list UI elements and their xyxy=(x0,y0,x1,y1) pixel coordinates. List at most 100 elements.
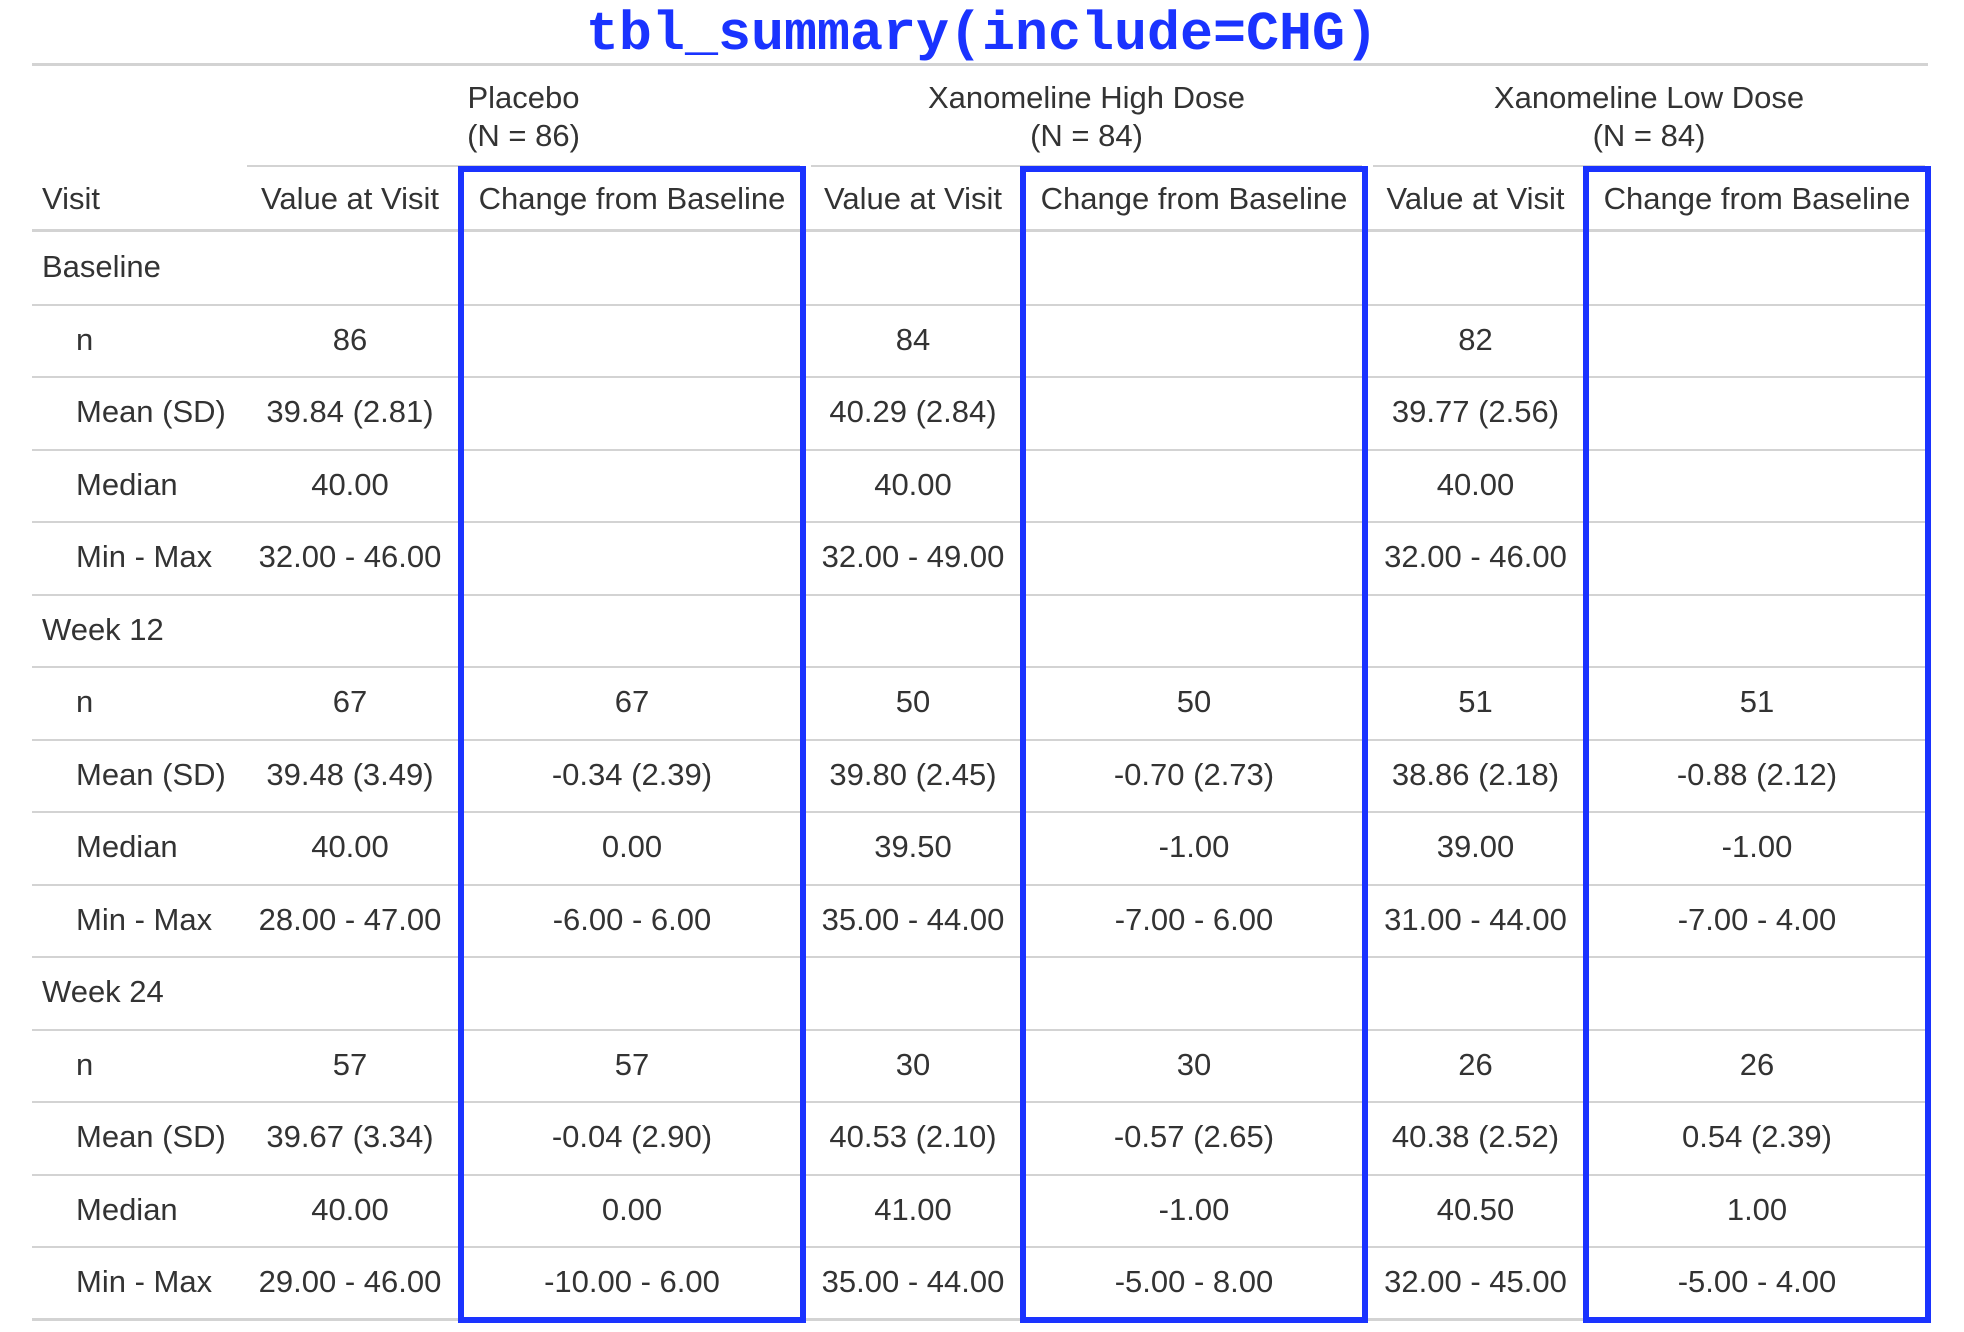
value-at-visit-header: Value at Visit xyxy=(823,181,1003,216)
arm-header-n: (N = 84) xyxy=(1592,118,1706,153)
table-cell: -0.88 (2.12) xyxy=(1676,756,1838,792)
value-at-visit-header: Value at Visit xyxy=(1386,181,1565,216)
statistic-label: Median xyxy=(76,466,178,502)
visit-column-header: Visit xyxy=(42,181,101,216)
arm-header-name: Xanomeline High Dose xyxy=(927,80,1246,115)
top-rule xyxy=(32,63,1928,66)
table-cell: 86 xyxy=(332,321,368,357)
arm-header-n: (N = 84) xyxy=(1030,118,1143,153)
visit-group-label: Week 24 xyxy=(42,974,164,1010)
change-column-highlight-box xyxy=(1583,166,1931,1323)
change-from-baseline-header: Change from Baseline xyxy=(1603,181,1911,216)
table-cell: 39.00 xyxy=(1436,829,1515,865)
statistic-label: Min - Max xyxy=(76,539,213,575)
change-from-baseline-header: Change from Baseline xyxy=(478,181,786,216)
arm-header-name: Placebo xyxy=(467,80,580,115)
row-rule xyxy=(32,448,1928,451)
table-cell: -10.00 - 6.00 xyxy=(544,1264,720,1300)
table-cell: 40.00 xyxy=(311,829,389,865)
header-rule xyxy=(32,229,1928,232)
table-cell: 39.77 (2.56) xyxy=(1391,394,1560,430)
arm-header-name: Xanomeline Low Dose xyxy=(1493,80,1805,115)
table-cell: 41.00 xyxy=(874,1191,952,1227)
statistic-label: n xyxy=(76,684,94,720)
table-cell: 51 xyxy=(1458,684,1493,720)
row-rule xyxy=(32,593,1928,596)
row-rule xyxy=(32,303,1928,306)
table-cell: 30 xyxy=(895,1046,931,1082)
table-cell: 32.00 - 46.00 xyxy=(258,539,442,575)
table-cell: 40.29 (2.84) xyxy=(829,394,997,430)
table-cell: 40.53 (2.10) xyxy=(829,1119,997,1155)
table-cell: 39.84 (2.81) xyxy=(266,394,434,430)
table-cell: 40.38 (2.52) xyxy=(1391,1119,1560,1155)
table-cell: 57 xyxy=(332,1046,368,1082)
table-cell: 84 xyxy=(895,321,931,357)
change-column-highlight-box xyxy=(1020,166,1368,1323)
table-cell: 0.00 xyxy=(601,1191,663,1227)
row-rule xyxy=(32,1101,1928,1103)
statistic-label: Min - Max xyxy=(76,1264,213,1300)
table-cell: 40.50 xyxy=(1436,1191,1515,1227)
table-cell: -7.00 - 4.00 xyxy=(1677,901,1837,937)
table-cell: -0.57 (2.65) xyxy=(1113,1119,1275,1155)
statistic-label: n xyxy=(76,1046,94,1082)
statistic-label: Median xyxy=(76,1191,178,1227)
table-cell: 0.00 xyxy=(601,829,663,865)
table-cell: 40.00 xyxy=(874,466,952,502)
table-cell: 67 xyxy=(332,684,368,720)
row-rule xyxy=(32,811,1928,813)
table-cell: 50 xyxy=(895,684,931,720)
statistic-label: Median xyxy=(76,829,178,865)
arm-header-n: (N = 86) xyxy=(467,118,580,153)
table-cell: -0.34 (2.39) xyxy=(551,756,713,792)
row-rule xyxy=(32,666,1928,668)
table-cell: 32.00 - 49.00 xyxy=(821,539,1005,575)
table-cell: 67 xyxy=(614,684,650,720)
row-rule xyxy=(32,376,1928,378)
table-cell: -5.00 - 4.00 xyxy=(1677,1264,1837,1300)
change-column-highlight-box xyxy=(458,166,806,1323)
table-cell: 39.48 (3.49) xyxy=(266,756,434,792)
table-cell: 32.00 - 46.00 xyxy=(1384,539,1567,575)
table-cell: 35.00 - 44.00 xyxy=(821,901,1005,937)
table-cell: -1.00 xyxy=(1721,829,1793,865)
table-cell: 39.50 xyxy=(874,829,952,865)
table-cell: 26 xyxy=(1458,1046,1493,1082)
row-rule xyxy=(32,1028,1928,1031)
table-title: tbl_summary(include=CHG) xyxy=(585,3,1379,66)
table-cell: -5.00 - 8.00 xyxy=(1114,1264,1274,1300)
table-cell: 57 xyxy=(614,1046,650,1082)
statistic-label: Mean (SD) xyxy=(76,1119,226,1155)
table-cell: 31.00 - 44.00 xyxy=(1384,901,1567,937)
table-cell: 29.00 - 46.00 xyxy=(258,1264,442,1300)
table-cell: 30 xyxy=(1176,1046,1212,1082)
table-cell: -0.70 (2.73) xyxy=(1113,756,1275,792)
table-cell: 32.00 - 45.00 xyxy=(1384,1264,1567,1300)
row-rule xyxy=(32,1173,1928,1176)
row-rule xyxy=(32,1246,1928,1248)
statistic-label: Mean (SD) xyxy=(76,756,226,792)
change-from-baseline-header: Change from Baseline xyxy=(1040,181,1348,216)
value-at-visit-header: Value at Visit xyxy=(260,181,440,216)
table-cell: -6.00 - 6.00 xyxy=(552,901,712,937)
row-rule xyxy=(32,521,1928,523)
table-cell: 39.80 (2.45) xyxy=(829,756,997,792)
table-cell: 35.00 - 44.00 xyxy=(821,1264,1005,1300)
table-cell: 40.00 xyxy=(311,466,389,502)
table-cell: 0.54 (2.39) xyxy=(1682,1119,1832,1155)
table-cell: 38.86 (2.18) xyxy=(1391,756,1560,792)
table-cell: 28.00 - 47.00 xyxy=(258,901,442,937)
bottom-rule xyxy=(32,1317,1928,1321)
table-cell: -7.00 - 6.00 xyxy=(1114,901,1274,937)
statistic-label: Mean (SD) xyxy=(76,394,226,430)
visit-group-label: Week 12 xyxy=(42,611,164,647)
table-cell: 51 xyxy=(1739,684,1775,720)
table-cell: -1.00 xyxy=(1158,1191,1230,1227)
row-rule xyxy=(32,956,1928,958)
table-cell: 82 xyxy=(1458,321,1493,357)
table-cell: -0.04 (2.90) xyxy=(551,1119,713,1155)
statistic-label: Min - Max xyxy=(76,901,213,937)
table-cell: 26 xyxy=(1739,1046,1775,1082)
table-cell: 1.00 xyxy=(1726,1191,1788,1227)
